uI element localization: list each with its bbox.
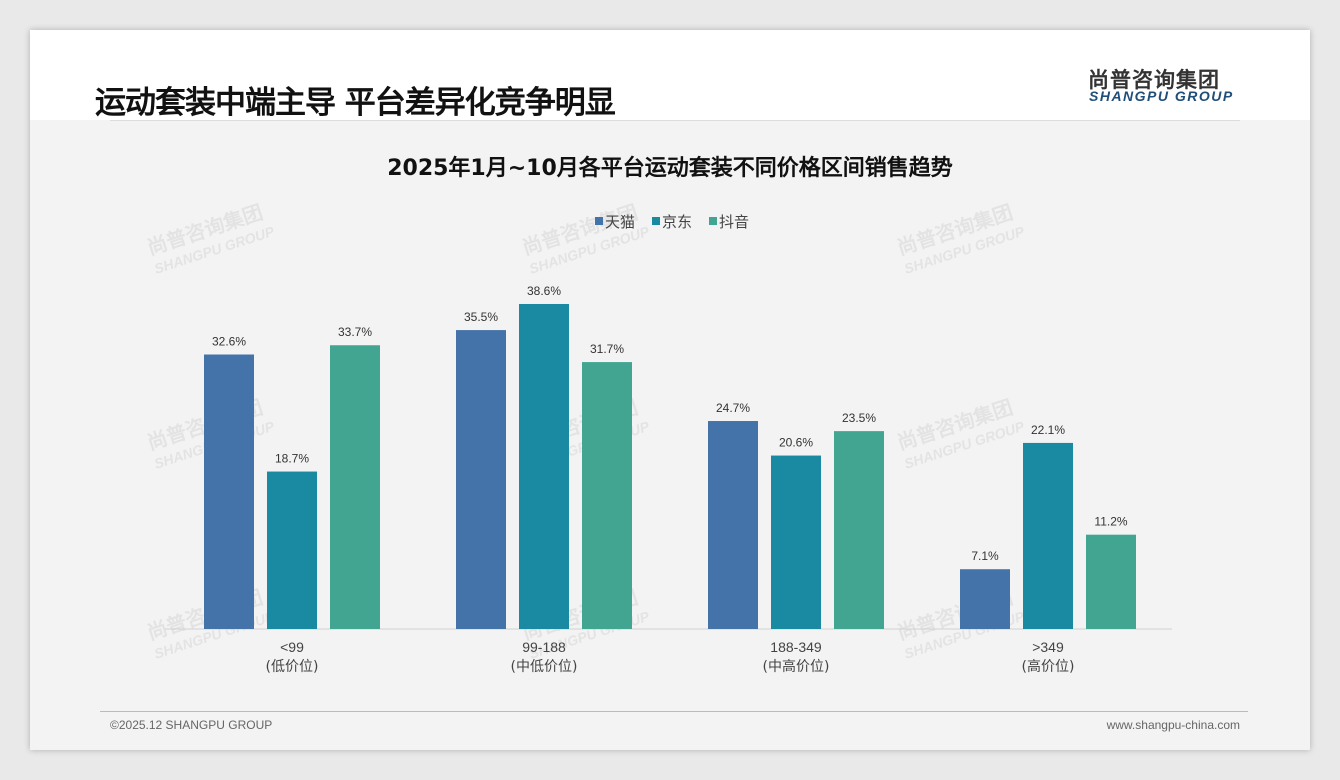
page-title: 运动套装中端主导 平台差异化竞争明显	[95, 85, 616, 121]
data-label: 33.7%	[338, 325, 372, 339]
bar-京东	[1023, 442, 1073, 629]
header	[30, 30, 1310, 120]
legend-label: 抖音	[719, 213, 749, 231]
data-label: 22.1%	[1031, 423, 1065, 437]
legend-label: 天猫	[605, 213, 635, 231]
data-label: 31.7%	[590, 342, 624, 356]
logo-chinese: 尚普咨询集团	[1088, 68, 1220, 92]
data-label: 18.7%	[275, 452, 309, 466]
bar-天猫	[708, 421, 758, 629]
data-label: 7.1%	[971, 549, 999, 563]
bar-天猫	[960, 569, 1010, 629]
website-link: www.shangpu-china.com	[1106, 718, 1240, 732]
slide: 运动套装中端主导 平台差异化竞争明显 尚普咨询集团 SHANGPU GROUP …	[30, 30, 1310, 750]
bar-抖音	[582, 362, 632, 629]
bar-抖音	[834, 431, 884, 629]
data-label: 35.5%	[464, 310, 498, 324]
bar-天猫	[204, 354, 254, 629]
data-label: 24.7%	[716, 401, 750, 415]
bar-抖音	[330, 345, 380, 629]
bar-京东	[519, 303, 569, 629]
x-tick-label: <99	[280, 639, 304, 655]
data-label: 38.6%	[527, 284, 561, 298]
legend-swatch	[595, 217, 603, 225]
x-tick-sublabel: (高价位)	[1022, 658, 1075, 675]
footer-divider	[100, 711, 1248, 712]
bar-天猫	[456, 330, 506, 629]
x-tick-label: 99-188	[522, 639, 566, 655]
data-label: 11.2%	[1094, 515, 1127, 529]
bar-京东	[267, 471, 317, 629]
x-tick-label: >349	[1032, 639, 1064, 655]
logo-english: SHANGPU GROUP	[1089, 88, 1234, 104]
copyright: ©2025.12 SHANGPU GROUP	[110, 718, 273, 732]
data-label: 23.5%	[842, 411, 876, 425]
header-divider	[110, 120, 1240, 121]
x-tick-sublabel: (低价位)	[266, 659, 319, 675]
legend-swatch	[709, 217, 717, 225]
x-tick-sublabel: (中高价位)	[763, 658, 830, 675]
bar-京东	[771, 455, 821, 629]
data-label: 20.6%	[779, 436, 813, 450]
bar-抖音	[1086, 534, 1136, 629]
legend-label: 京东	[662, 213, 692, 231]
x-tick-sublabel: (中低价位)	[511, 659, 578, 675]
data-label: 32.6%	[212, 335, 246, 349]
chart-title: 2025年1月~10月各平台运动套装不同价格区间销售趋势	[387, 155, 953, 181]
legend-swatch	[652, 217, 660, 225]
x-tick-label: 188-349	[770, 639, 822, 655]
